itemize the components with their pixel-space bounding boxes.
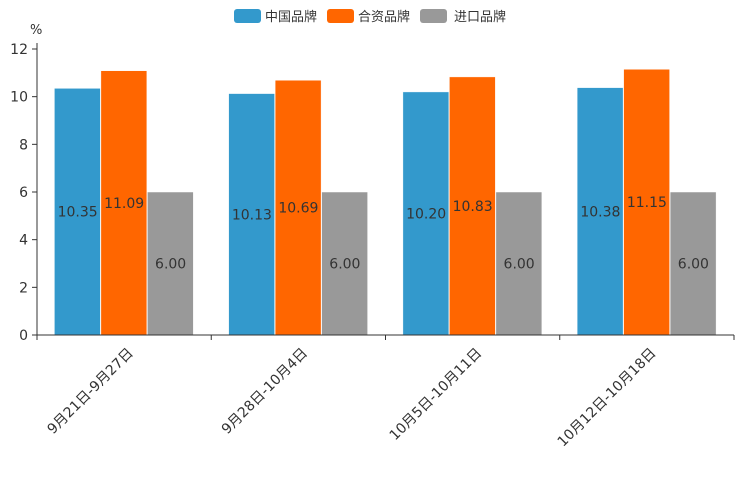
- legend-item[interactable]: 中国品牌: [234, 9, 317, 25]
- bar-data-label: 6.00: [329, 257, 360, 273]
- x-tick-label: 9月21日-9月27日: [44, 345, 136, 437]
- bar[interactable]: [274, 79, 322, 336]
- y-tick-label: 0: [19, 328, 28, 344]
- legend-swatch: [420, 9, 447, 23]
- bar-data-label: 10.35: [58, 205, 98, 221]
- x-axis: 9月21日-9月27日 9月28日-10月4日 10月5日-10月11日 10月12日…: [36, 334, 735, 450]
- bar[interactable]: [669, 191, 717, 336]
- bar-data-label: 10.38: [580, 204, 620, 220]
- bar[interactable]: [623, 69, 670, 336]
- bar[interactable]: [402, 91, 450, 336]
- y-tick-label: 10: [10, 90, 28, 106]
- legend-label: 合资品牌: [358, 9, 410, 25]
- bar-data-label: 6.00: [155, 257, 186, 273]
- bar-data-label: 10.13: [232, 207, 272, 223]
- legend: 中国品牌 合资品牌 进口品牌: [234, 9, 506, 25]
- data-labels: 10.35 11.09 6.00 10.13 10.69 6.00 10.20 10.83 6.…: [58, 195, 709, 272]
- bar[interactable]: [449, 76, 496, 336]
- legend-item[interactable]: 合资品牌: [327, 9, 410, 25]
- bar[interactable]: [147, 191, 194, 336]
- y-axis-unit-label: %: [30, 23, 42, 38]
- y-tick-label: 12: [10, 42, 28, 58]
- legend-label: 中国品牌: [265, 9, 317, 25]
- bar[interactable]: [54, 88, 101, 336]
- legend-swatch: [327, 9, 354, 23]
- y-axis: 0 2 4 6 8 10 12: [10, 42, 38, 344]
- legend-swatch: [234, 9, 261, 23]
- bar[interactable]: [321, 191, 368, 336]
- legend-label: 进口品牌: [454, 9, 506, 25]
- legend-item[interactable]: 进口品牌: [420, 9, 506, 25]
- y-tick-label: 4: [19, 233, 28, 249]
- bar[interactable]: [576, 87, 624, 336]
- bar[interactable]: [228, 93, 275, 336]
- y-tick-label: 6: [19, 185, 28, 201]
- bar-data-label: 10.83: [453, 199, 493, 215]
- y-tick-label: 8: [19, 137, 28, 153]
- bar-data-label: 10.20: [406, 206, 446, 222]
- bar-data-label: 10.69: [278, 201, 318, 217]
- bar-data-label: 11.15: [627, 195, 667, 211]
- x-tick-label: 10月12日-10月18日: [555, 345, 660, 450]
- x-tick-label: 9月28日-10月4日: [219, 345, 311, 437]
- bar-series: [54, 69, 717, 336]
- bar-data-label: 6.00: [678, 257, 709, 273]
- bar-data-label: 11.09: [104, 196, 144, 212]
- bar[interactable]: [100, 70, 148, 336]
- bar-data-label: 6.00: [504, 257, 535, 273]
- y-tick-label: 2: [19, 280, 28, 296]
- x-tick-label: 10月5日-10月11日: [387, 345, 486, 444]
